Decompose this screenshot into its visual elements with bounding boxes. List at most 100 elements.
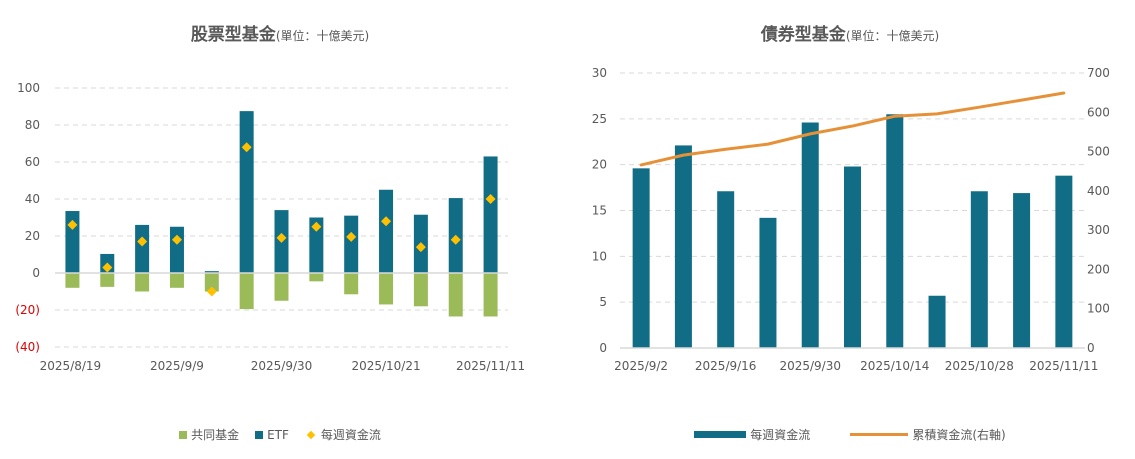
weekly-flow-bar — [844, 166, 861, 348]
etf-bar — [204, 271, 219, 273]
mutual-fund-bar — [100, 273, 115, 287]
weekly-flow-marker — [346, 231, 357, 242]
legend-item-etf: ETF — [255, 428, 289, 442]
y2-tick-label: 500 — [1087, 145, 1110, 159]
mutual-fund-bar — [274, 273, 289, 301]
equity-fund-chart-panel: 股票型基金(單位：十億美元) 100 80 60 40 20 0 (20) (40) 2025… — [0, 0, 560, 459]
y-tick-label: 100 — [17, 81, 40, 95]
weekly-flow-bar — [674, 145, 692, 348]
y-tick-label: 20 — [592, 158, 607, 172]
equity-bars — [65, 111, 498, 317]
equity-y-axis-ticks: 100 80 60 40 20 0 (20) (40) — [15, 81, 40, 354]
y-tick-label: 0 — [599, 341, 607, 355]
weekly-flow-bar — [970, 191, 988, 348]
weekly-flow-marker — [415, 242, 426, 253]
y2-tick-label: 0 — [1087, 341, 1095, 355]
legend-label-mutual-fund: 共同基金 — [191, 428, 240, 442]
bond-chart-title-main: 債券型基金 — [760, 25, 846, 45]
bond-right-y-axis-ticks: 700 600 500 400 300 200 100 0 — [1087, 66, 1110, 355]
weekly-flow-bar — [886, 114, 904, 348]
legend-label-weekly-flow-bond: 每週資金流 — [750, 428, 811, 442]
mutual-fund-bar — [204, 273, 219, 292]
y2-tick-label: 700 — [1087, 66, 1110, 80]
weekly-flow-marker — [381, 216, 392, 227]
bond-fund-chart-panel: 債券型基金(單位：十億美元) 30 25 20 15 10 5 0 700 600 500 400… — [565, 0, 1135, 459]
bond-fund-chart: 30 25 20 15 10 5 0 700 600 500 400 300 200 100 0 2025… — [592, 66, 1110, 373]
mutual-fund-bar — [239, 273, 254, 310]
mutual-fund-bar — [344, 273, 359, 295]
y-tick-label: 80 — [25, 118, 40, 132]
bond-x-axis-ticks: 2025/9/2 2025/9/16 2025/9/30 2025/10/14 2025… — [614, 359, 1098, 373]
mutual-fund-swatch-icon — [179, 430, 188, 439]
equity-chart-title: 股票型基金(單位：十億美元) — [0, 20, 560, 45]
equity-chart-title-main: 股票型基金 — [190, 25, 276, 45]
bond-chart-title: 債券型基金(單位：十億美元) — [565, 20, 1135, 45]
y-tick-label: 15 — [592, 204, 607, 218]
diamond-marker-icon — [306, 430, 316, 439]
mutual-fund-bar — [135, 273, 150, 292]
bond-chart-title-unit: (單位：十億美元) — [845, 29, 940, 43]
x-tick-label: 2025/9/2 — [614, 359, 668, 373]
mutual-fund-bar — [483, 273, 498, 317]
legend-item-mutual-fund: 共同基金 — [179, 426, 239, 443]
bond-gridlines — [620, 72, 1085, 303]
equity-x-axis-ticks: 2025/8/19 2025/9/9 2025/9/30 2025/10/21 2025… — [40, 359, 526, 373]
x-tick-label: 2025/9/30 — [251, 359, 313, 373]
y-tick-label: 0 — [32, 266, 40, 280]
x-tick-label: 2025/8/19 — [40, 359, 102, 373]
weekly-flow-bar — [1055, 175, 1073, 348]
mutual-fund-bar — [169, 273, 184, 288]
x-tick-label: 2025/9/30 — [779, 359, 841, 373]
weekly-flow-marker — [485, 194, 496, 204]
etf-bar — [65, 211, 80, 273]
y-tick-label: 20 — [25, 229, 40, 243]
y2-tick-label: 400 — [1087, 184, 1110, 198]
weekly-flow-bar — [801, 122, 819, 348]
legend-label-weekly-flow: 每週資金流 — [320, 428, 381, 442]
y-tick-label: (40) — [15, 340, 40, 354]
etf-swatch-icon — [255, 430, 264, 439]
weekly-flow-bar — [759, 217, 777, 348]
mutual-fund-bar — [413, 273, 428, 307]
y2-tick-label: 100 — [1087, 302, 1110, 316]
weekly-flow-marker — [171, 234, 182, 245]
equity-flow-markers — [67, 142, 496, 297]
y2-tick-label: 300 — [1087, 223, 1110, 237]
weekly-flow-marker — [206, 286, 217, 297]
mutual-fund-bar — [379, 273, 394, 305]
y-tick-label: 40 — [25, 192, 40, 206]
mutual-fund-bar — [309, 273, 324, 282]
x-tick-label: 2025/10/14 — [860, 359, 929, 373]
x-tick-label: 2025/10/28 — [945, 359, 1014, 373]
y-tick-label: 30 — [592, 66, 607, 80]
y-tick-label: (20) — [15, 303, 40, 317]
legend-item-weekly-flow: 每週資金流 — [305, 426, 381, 443]
equity-legend: 共同基金 ETF 每週資金流 — [0, 426, 560, 443]
line-swatch-icon — [850, 433, 909, 436]
weekly-flow-marker — [102, 262, 113, 273]
legend-item-cumulative-flow: 累積資金流(右軸) — [850, 426, 1006, 443]
etf-bar — [239, 111, 254, 273]
bond-left-y-axis-ticks: 30 25 20 15 10 5 0 — [592, 66, 607, 355]
weekly-flow-marker — [311, 221, 322, 232]
y2-tick-label: 600 — [1087, 105, 1110, 119]
weekly-flow-bar — [1013, 193, 1031, 348]
legend-label-etf: ETF — [267, 427, 289, 442]
cumulative-flow-line — [639, 91, 1066, 167]
weekly-flow-bar — [632, 168, 650, 348]
legend-label-cumulative-flow: 累積資金流(右軸) — [912, 428, 1006, 442]
x-tick-label: 2025/9/16 — [695, 359, 757, 373]
legend-item-weekly-flow-bond: 每週資金流 — [694, 426, 810, 443]
weekly-flow-marker — [67, 219, 78, 230]
weekly-flow-bar — [928, 295, 946, 348]
etf-bar — [344, 215, 359, 273]
bond-legend: 每週資金流 累積資金流(右軸) — [565, 426, 1135, 443]
etf-bar — [309, 217, 324, 273]
mutual-fund-bar — [448, 273, 463, 317]
x-tick-label: 2025/11/11 — [1029, 359, 1098, 373]
weekly-flow-marker — [276, 232, 287, 243]
x-tick-label: 2025/9/9 — [150, 359, 204, 373]
etf-bar — [483, 156, 498, 273]
mutual-fund-bar — [65, 273, 80, 288]
